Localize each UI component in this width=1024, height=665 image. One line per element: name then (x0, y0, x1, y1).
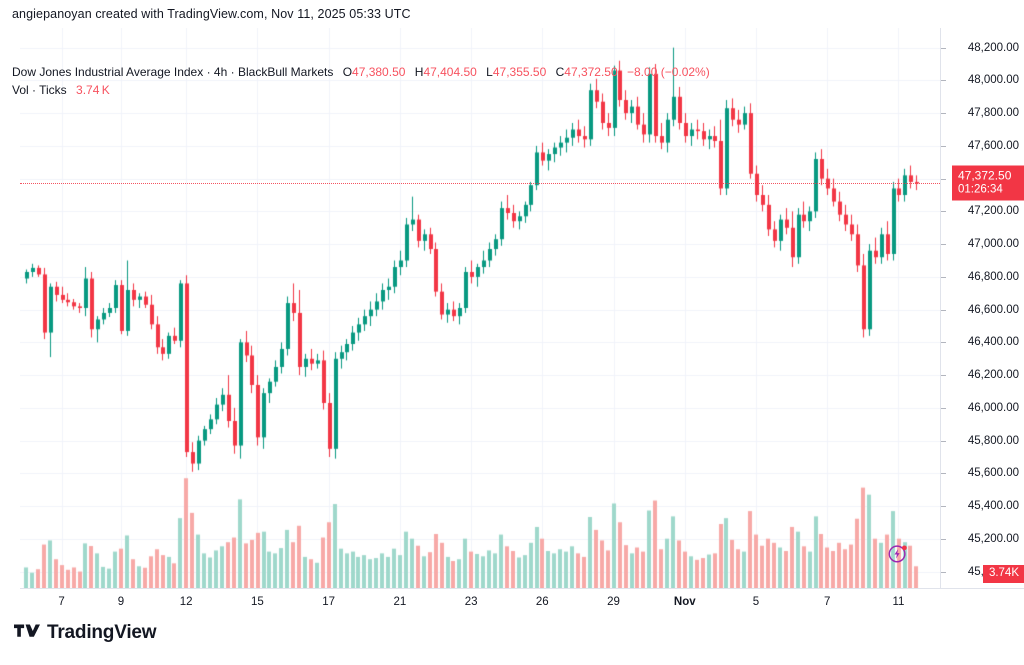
price-axis-label: 45,200.00 (967, 532, 1019, 545)
time-axis-label: 23 (464, 596, 478, 608)
price-axis-tick (941, 146, 946, 147)
price-axis-label: 46,800.00 (967, 270, 1019, 283)
time-axis-label: 11 (892, 596, 905, 608)
time-axis-label: 7 (58, 596, 65, 608)
time-axis-label: 26 (535, 596, 549, 608)
legend-row-symbol: Dow Jones Industrial Average Index · 4h … (12, 64, 710, 81)
price-axis[interactable]: 47,372.50 01:26:34 3.74K 48,200.00 48,000… (940, 28, 1024, 588)
price-axis-tick (941, 408, 946, 409)
price-axis-label: 45,600.00 (967, 467, 1019, 480)
bar-countdown: 01:26:34 (958, 183, 1003, 196)
legend-symbol[interactable]: Dow Jones Industrial Average Index (12, 65, 204, 79)
price-axis-label: 47,200.00 (967, 205, 1019, 218)
legend-volume-title[interactable]: Vol · Ticks (12, 83, 67, 97)
legend-c-label: C (555, 65, 565, 79)
legend-high-value: 47,404.50 (423, 65, 477, 79)
lightning-bolt-icon[interactable] (887, 542, 909, 564)
legend-sep-1: · (206, 65, 211, 79)
current-price-line (20, 183, 940, 185)
time-axis-label: 9 (117, 596, 125, 608)
price-axis-label: 48,200.00 (967, 41, 1019, 54)
legend-h-label: H (414, 65, 424, 79)
price-axis-tick (941, 211, 946, 212)
price-axis-label: 46,000.00 (967, 401, 1019, 414)
legend-o-label: O (342, 65, 353, 79)
legend-close-value: 47,372.50 (564, 65, 618, 79)
time-axis-label: Nov (673, 596, 696, 608)
price-axis-tick (941, 80, 946, 81)
time-axis-label: 12 (179, 596, 193, 608)
price-axis-tick (941, 441, 946, 442)
time-axis-label: 17 (322, 596, 336, 608)
price-axis-tick (941, 375, 946, 376)
legend-volume-value: 3.74 K (76, 83, 110, 97)
legend-l-label: L (486, 65, 493, 79)
legend-low-value: 47,355.50 (492, 65, 547, 79)
price-axis-label: 45,800.00 (967, 434, 1019, 447)
legend-interval[interactable]: 4h (213, 65, 228, 79)
legend-exchange: BlackBull Markets (237, 65, 334, 79)
chart-legend: Dow Jones Industrial Average Index · 4h … (12, 64, 710, 99)
price-axis-label: 48,000.00 (967, 74, 1019, 87)
time-axis-label: 15 (251, 596, 264, 608)
price-axis-tick (941, 179, 946, 180)
time-axis-label: 21 (393, 596, 407, 608)
tradingview-logo-icon (14, 623, 40, 644)
price-axis-label: 47,600.00 (967, 139, 1019, 152)
price-axis-tick (941, 572, 946, 573)
price-axis-tick (941, 244, 946, 245)
legend-change-value: −8.00 (−0.02%) (627, 65, 710, 79)
legend-sep-2: · (230, 65, 235, 79)
price-axis-label: 46,600.00 (967, 303, 1019, 316)
price-axis-tick (941, 310, 946, 311)
price-axis-tick (941, 506, 946, 507)
candlestick-series[interactable] (20, 28, 940, 588)
price-axis-tick (941, 277, 946, 278)
legend-open-value: 47,380.50 (352, 65, 406, 79)
volume-badge: 3.74K (982, 565, 1024, 583)
price-axis-tick (941, 539, 946, 540)
current-price-badge: 47,372.50 01:26:34 (952, 165, 1024, 201)
time-axis-label: 7 (824, 596, 831, 608)
time-axis[interactable]: 7 9 12 15 17 21 23 26 29 Nov 5 7 11 (20, 588, 1024, 616)
time-axis-label: 29 (607, 596, 620, 608)
price-axis-tick (941, 113, 946, 114)
price-axis-tick (941, 342, 946, 343)
price-axis-label: 45,400.00 (967, 500, 1019, 513)
price-axis-tick (941, 48, 946, 49)
chart-container[interactable]: 47,372.50 01:26:34 3.74K 48,200.00 48,000… (0, 28, 1024, 616)
current-price-value: 47,372.50 (958, 168, 1012, 183)
price-axis-label: 47,800.00 (967, 107, 1019, 120)
chart-plot-area[interactable] (20, 28, 940, 588)
price-axis-tick (941, 473, 946, 474)
tradingview-branding: TradingView (14, 622, 157, 644)
attribution-text: angiepanoyan created with TradingView.co… (12, 7, 411, 21)
price-axis-label: 46,400.00 (967, 336, 1019, 349)
time-axis-label: 5 (752, 596, 760, 608)
tradingview-wordmark: TradingView (47, 622, 157, 643)
price-axis-label: 47,000.00 (967, 238, 1019, 251)
legend-row-volume: Vol · Ticks 3.74 K (12, 82, 710, 99)
price-axis-label: 46,200.00 (967, 369, 1019, 382)
